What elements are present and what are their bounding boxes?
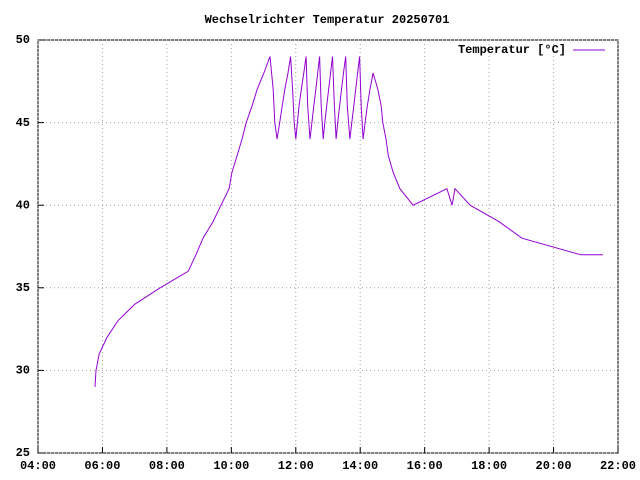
- y-tick-label: 25: [16, 446, 30, 460]
- x-tick-label: 20:00: [536, 459, 572, 473]
- x-tick-label: 12:00: [278, 459, 314, 473]
- x-tick-label: 08:00: [149, 459, 185, 473]
- x-tick-label: 18:00: [471, 459, 507, 473]
- x-tick-label: 16:00: [407, 459, 443, 473]
- chart-title: Wechselrichter Temperatur 20250701: [205, 13, 450, 27]
- plot-frame: [37, 39, 619, 454]
- x-tick-label: 04:00: [20, 459, 56, 473]
- x-tick-label: 06:00: [84, 459, 120, 473]
- y-tick-label: 35: [16, 281, 30, 295]
- x-tick-label: 10:00: [213, 459, 249, 473]
- series-line: [94, 56, 603, 387]
- y-tick-label: 45: [16, 116, 30, 130]
- y-tick-label: 30: [16, 364, 30, 378]
- legend-label: Temperatur [°C]: [458, 43, 566, 57]
- y-tick-label: 50: [16, 33, 30, 47]
- x-tick-label: 14:00: [342, 459, 378, 473]
- x-tick-label: 22:00: [600, 459, 636, 473]
- y-tick-label: 40: [16, 198, 30, 212]
